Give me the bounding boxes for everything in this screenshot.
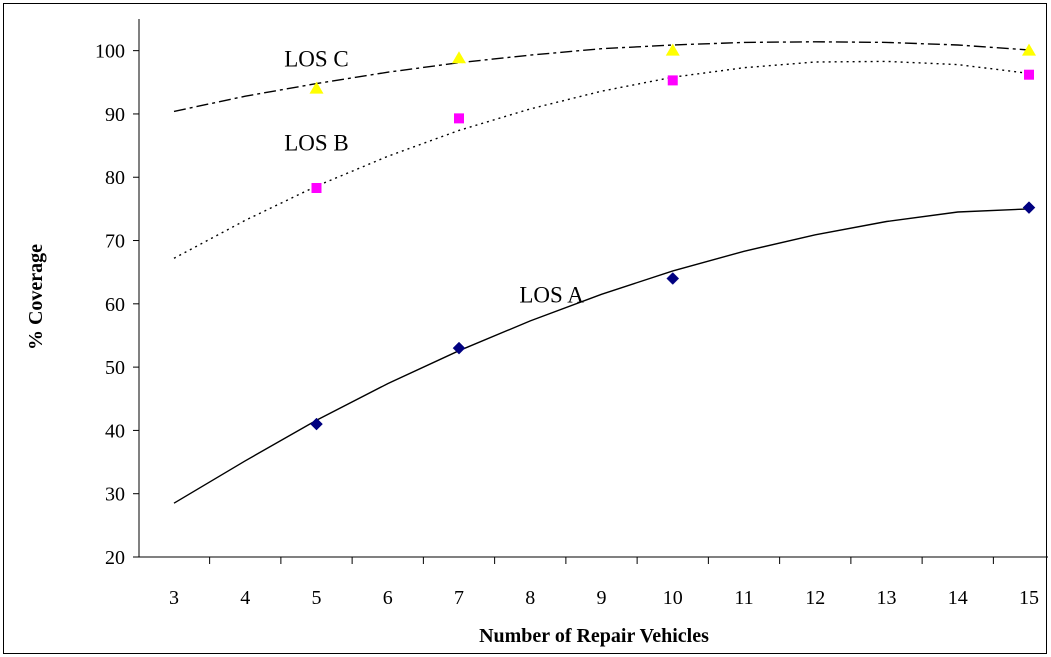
x-axis-title: Number of Repair Vehicles [479,625,709,647]
trend-line-los-b [173,60,1030,259]
data-point-los-c [665,43,680,56]
x-tick-label: 11 [734,587,753,609]
data-point-los-c [309,81,324,94]
x-tick-label: 12 [805,587,825,609]
axes: 20 30 40 50 60 70 80 90 100 3 4 5 6 7 8 9 10 11 12 13 14 15 [95,19,1048,609]
x-tick-label: 15 [1019,587,1039,609]
data-point-los-b [667,75,678,86]
x-tick-label: 5 [312,587,322,609]
x-tick-label: 3 [169,587,179,609]
data-point-los-c [1022,43,1036,56]
x-tick-label: 10 [663,587,683,609]
x-tick-label: 7 [454,587,464,609]
y-tick-label: 60 [105,294,125,316]
x-ticks: 3 4 5 6 7 8 9 10 11 12 13 14 15 [169,557,1039,609]
series-label-los-c: LOS C [284,46,349,71]
chart-frame [3,3,1047,654]
data-point-los-b [311,182,322,193]
y-tick-label: 30 [105,484,125,506]
x-tick-label: 6 [383,587,393,609]
x-tick-label: 13 [877,587,897,609]
data-point-los-c [452,51,466,64]
x-tick-label: 9 [597,587,607,609]
y-tick-label: 20 [105,547,125,569]
y-axis-title: % Coverage [25,244,47,350]
data-point-los-a [310,417,323,431]
series-labels: LOS C LOS B LOS A [284,46,584,307]
y-tick-label: 100 [95,41,125,63]
y-tick-label: 90 [105,104,125,126]
x-tick-label: 8 [525,587,535,609]
x-tick-label: 4 [240,587,250,609]
trend-line-los-a [173,208,1030,504]
data-point-los-a [452,341,466,355]
x-tick-label: 14 [948,587,968,609]
data-markers [309,43,1036,431]
y-tick-label: 70 [105,231,125,253]
y-ticks: 20 30 40 50 60 70 80 90 100 [95,41,139,569]
series-label-los-b: LOS B [284,131,349,156]
y-tick-label: 80 [105,167,125,189]
series-label-los-a: LOS A [519,283,584,308]
data-point-los-b [454,113,464,124]
trend-lines [173,41,1030,504]
y-tick-label: 40 [105,420,125,442]
data-point-los-a [1022,201,1036,214]
y-tick-label: 50 [105,357,125,379]
data-point-los-a [666,272,680,285]
data-point-los-b [1024,69,1034,80]
